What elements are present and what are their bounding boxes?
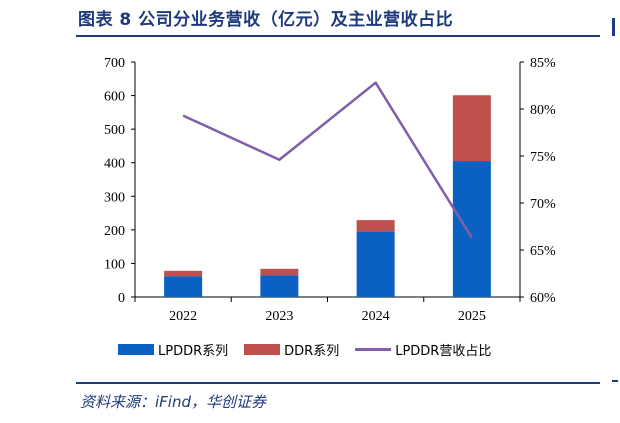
x-tick-label: 2024	[362, 309, 390, 324]
line-lpddr-share	[182, 81, 473, 239]
y-left-tick-label: 600	[104, 90, 125, 105]
x-tick-label: 2025	[458, 309, 486, 324]
y-left-tick-label: 100	[104, 257, 125, 272]
legend-label-ddr: DDR系列	[284, 344, 340, 359]
bar-lpddr	[260, 275, 299, 297]
y-right-tick-label: 85%	[530, 56, 556, 71]
y-right-tick-label: 65%	[530, 244, 556, 259]
y-right-tick-label: 75%	[530, 150, 556, 165]
bar-lpddr	[356, 231, 395, 297]
y-left-tick-label: 700	[104, 56, 125, 71]
legend-item-lpddr: LPDDR系列	[118, 340, 228, 359]
legend-swatch-share	[355, 348, 392, 351]
legend-label-lpddr: LPDDR系列	[158, 344, 229, 359]
chart-share-line	[182, 81, 473, 239]
chart-title: 图表 8 公司分业务营收（亿元）及主业营收占比	[78, 10, 454, 30]
legend-item-share: LPDDR营收占比	[355, 340, 491, 359]
chart-legend: LPDDR系列 DDR系列 LPDDR营收占比	[118, 340, 507, 359]
legend-swatch-lpddr	[118, 344, 154, 355]
bar-line-chart: 0 100 200 300 400 500 600 700 60% 65% 70% 75% 80% 85%…	[104, 56, 556, 324]
bar-lpddr	[164, 276, 203, 297]
chart-ticks: 0 100 200 300 400 500 600 700 60% 65% 70% 75% 80% 85%…	[104, 56, 556, 324]
right-edge-mark	[612, 18, 615, 36]
x-tick-label: 2023	[265, 309, 293, 324]
y-right-tick-label: 60%	[530, 291, 556, 306]
y-right-tick-label: 70%	[530, 197, 556, 212]
bar-ddr	[356, 220, 395, 232]
y-left-tick-label: 0	[118, 291, 125, 306]
y-left-tick-label: 200	[104, 224, 125, 239]
footer-edge-mark	[612, 380, 618, 382]
legend-item-ddr: DDR系列	[244, 340, 339, 359]
x-tick-label: 2022	[169, 309, 197, 324]
legend-label-share: LPDDR营收占比	[395, 344, 492, 359]
y-left-tick-label: 400	[104, 157, 125, 172]
title-underline	[76, 35, 600, 37]
bar-lpddr	[452, 161, 491, 297]
bar-ddr	[164, 270, 203, 277]
footer-rule	[76, 382, 600, 384]
y-left-tick-label: 500	[104, 123, 125, 138]
legend-swatch-ddr	[244, 344, 281, 355]
source-note: 资料来源：iFind，华创证券	[80, 393, 266, 411]
bar-ddr	[260, 268, 299, 276]
y-right-tick-label: 80%	[530, 103, 556, 118]
chart-bars	[164, 95, 491, 297]
bar-ddr	[452, 95, 491, 162]
y-left-tick-label: 300	[104, 190, 125, 205]
